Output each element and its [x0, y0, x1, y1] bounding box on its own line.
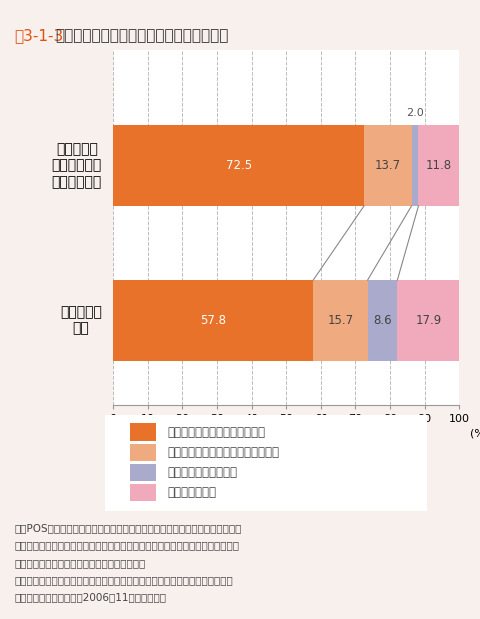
Text: 資料：株式会社三菱総合研究所「地域中小企業の差別化への取り組みに関する: 資料：株式会社三菱総合研究所「地域中小企業の差別化への取り組みに関する — [14, 575, 233, 585]
Bar — [113, 126, 363, 206]
FancyBboxPatch shape — [130, 464, 156, 481]
Text: よくわからない: よくわからない — [167, 486, 216, 499]
Text: 地域資源は存在しない: 地域資源は存在しない — [167, 465, 237, 479]
Text: 17.9: 17.9 — [414, 314, 441, 327]
Bar — [411, 126, 418, 206]
Text: アンケート調査」（2006年11月）より作成: アンケート調査」（2006年11月）より作成 — [14, 592, 166, 602]
Text: (%): (%) — [469, 429, 480, 439]
Text: 8.6: 8.6 — [372, 314, 391, 327]
Bar — [363, 126, 411, 206]
Text: 図3-1-3: 図3-1-3 — [14, 28, 63, 43]
Text: 11.8: 11.8 — [425, 159, 451, 172]
Text: 72.5: 72.5 — [225, 159, 251, 172]
Text: 2.0: 2.0 — [405, 108, 423, 118]
Bar — [418, 126, 458, 206]
Text: 57.8: 57.8 — [200, 314, 226, 327]
FancyBboxPatch shape — [105, 415, 426, 511]
Bar — [396, 280, 458, 360]
FancyBboxPatch shape — [130, 484, 156, 501]
Text: 業務に関連しないが地域資源は存在: 業務に関連しないが地域資源は存在 — [167, 446, 278, 459]
Text: 15.7: 15.7 — [327, 314, 353, 327]
Text: 業務に関連する地域資源が存在: 業務に関連する地域資源が存在 — [167, 425, 264, 438]
Text: その他の「農林水産型」企業と区分した。: その他の「農林水産型」企業と区分した。 — [14, 558, 145, 568]
Text: 13.7: 13.7 — [374, 159, 400, 172]
Bar — [312, 280, 367, 360]
Text: 地域資源の活用に対する中小企業の認識: 地域資源の活用に対する中小企業の認識 — [55, 28, 228, 43]
Text: 注：POSシステムデータで、中小企業全体の平均単価より高い商品を一定以上: 注：POSシステムデータで、中小企業全体の平均単価より高い商品を一定以上 — [14, 523, 241, 533]
Text: 販売する企業を抽出し、これを高価格帯で販売を行っている中小企業とし、: 販売する企業を抽出し、これを高価格帯で販売を行っている中小企業とし、 — [14, 540, 239, 550]
FancyBboxPatch shape — [130, 443, 156, 461]
FancyBboxPatch shape — [130, 423, 156, 441]
Bar — [113, 280, 312, 360]
Bar — [367, 280, 396, 360]
